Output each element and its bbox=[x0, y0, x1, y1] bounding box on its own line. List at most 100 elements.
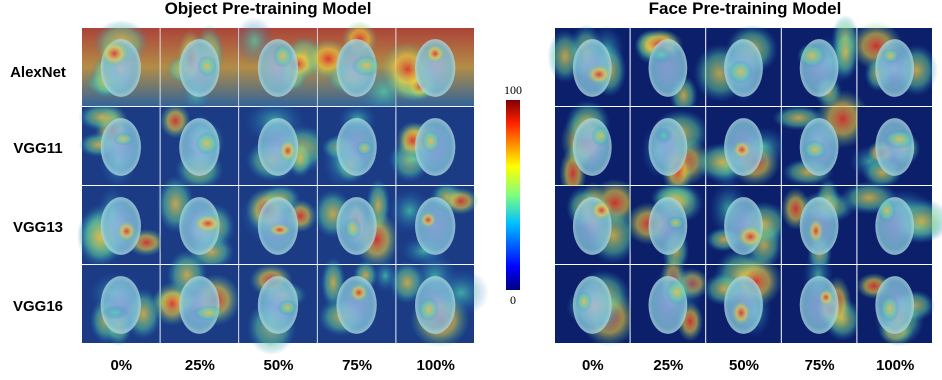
heatmap-cell bbox=[781, 248, 863, 343]
face-heat bbox=[575, 290, 593, 313]
heatmap-cell bbox=[156, 175, 239, 270]
heatmap-cell bbox=[78, 103, 160, 189]
face bbox=[100, 276, 141, 334]
colorbar-label: 0 bbox=[510, 293, 516, 307]
face-heat bbox=[101, 304, 129, 321]
heatmap-cell bbox=[555, 178, 640, 264]
face-heat bbox=[877, 198, 897, 223]
face-heat bbox=[590, 199, 613, 221]
face-heat bbox=[817, 288, 835, 307]
face-heat bbox=[278, 139, 298, 163]
heatmap-cell bbox=[313, 178, 399, 269]
face-heat bbox=[195, 131, 220, 156]
heatmap-cell bbox=[547, 23, 630, 106]
face-heat bbox=[654, 127, 673, 145]
face-heat bbox=[591, 125, 611, 147]
heatmap-cell bbox=[856, 265, 936, 347]
face-heat bbox=[272, 43, 294, 69]
row-label: AlexNet bbox=[10, 64, 66, 81]
heatmap-grid bbox=[77, 14, 942, 356]
face-heat bbox=[355, 140, 374, 156]
heatmap-cell bbox=[624, 181, 706, 274]
face-heat bbox=[666, 216, 685, 230]
heatmap-cell bbox=[849, 21, 938, 106]
column-label: 0% bbox=[110, 357, 132, 374]
heatmap-cell bbox=[630, 254, 710, 343]
heatmap-cell bbox=[160, 24, 239, 113]
heatmap-cell bbox=[840, 181, 942, 264]
face-heat bbox=[116, 220, 137, 242]
column-label: 75% bbox=[342, 357, 372, 374]
heat-blob bbox=[160, 103, 191, 139]
heatmap-cell bbox=[239, 184, 317, 264]
heat-blob bbox=[389, 261, 426, 304]
face-heat bbox=[883, 129, 916, 150]
face-heat bbox=[277, 299, 298, 316]
heatmap-cell bbox=[630, 107, 711, 197]
face-heat bbox=[267, 223, 292, 237]
heatmap-cell bbox=[693, 24, 781, 106]
column-label: 75% bbox=[805, 357, 835, 374]
face-heat bbox=[648, 46, 674, 64]
colorbar bbox=[506, 100, 520, 290]
face-heat bbox=[344, 217, 362, 240]
column-label: 100% bbox=[417, 357, 455, 374]
face-heat bbox=[879, 294, 900, 323]
row-label: VGG13 bbox=[13, 219, 63, 236]
face-heat bbox=[197, 55, 217, 77]
face-heat bbox=[731, 140, 752, 160]
panel-title: Object Pre-training Model bbox=[165, 0, 372, 18]
face-heat bbox=[112, 132, 135, 146]
face-heat bbox=[351, 54, 382, 77]
face-heat bbox=[585, 63, 613, 86]
column-label: 25% bbox=[653, 357, 683, 374]
face bbox=[415, 197, 456, 255]
heatmap-cell bbox=[702, 247, 783, 343]
heatmap-cell bbox=[239, 263, 317, 356]
heatmap-cell bbox=[389, 251, 489, 348]
heatmap-cell bbox=[160, 103, 239, 190]
face-heat bbox=[807, 217, 825, 244]
column-label: 25% bbox=[185, 357, 215, 374]
face-heat bbox=[98, 39, 130, 68]
face-heat bbox=[881, 48, 900, 64]
heatmap-cell bbox=[239, 99, 332, 185]
face bbox=[648, 118, 688, 176]
face-heat bbox=[802, 139, 828, 160]
face bbox=[257, 276, 299, 334]
face bbox=[572, 118, 612, 176]
heatmap-cell bbox=[234, 16, 325, 106]
heatmap-cell bbox=[317, 103, 396, 189]
heatmap-cell bbox=[82, 265, 162, 347]
heatmap-cell bbox=[630, 28, 706, 116]
face-heat bbox=[665, 278, 690, 306]
face-heat bbox=[797, 43, 827, 69]
row-label: VGG16 bbox=[13, 298, 63, 315]
panel-title: Face Pre-training Model bbox=[649, 0, 842, 18]
heatmap-cell bbox=[77, 186, 166, 268]
face-heat bbox=[419, 211, 438, 229]
heatmap-cell bbox=[150, 249, 241, 343]
colorbar-label: 100 bbox=[504, 83, 522, 97]
face-heat bbox=[730, 299, 752, 327]
face bbox=[875, 39, 915, 97]
face-heat bbox=[736, 224, 765, 249]
heatmap-cell bbox=[388, 182, 480, 266]
column-label: 0% bbox=[582, 357, 604, 374]
heatmap-cell bbox=[555, 265, 638, 348]
face bbox=[179, 276, 220, 334]
face bbox=[100, 118, 141, 176]
face bbox=[799, 276, 839, 334]
row-label: VGG11 bbox=[13, 140, 62, 157]
face-heat bbox=[192, 213, 223, 234]
heatmap-cell bbox=[380, 28, 474, 106]
heatmap-cell bbox=[82, 19, 160, 106]
column-label: 50% bbox=[263, 357, 293, 374]
heatmap-cell bbox=[317, 257, 398, 343]
heatmap-cell bbox=[772, 89, 870, 186]
face-heat bbox=[348, 282, 369, 303]
heat-blob bbox=[442, 187, 480, 215]
heatmap-cell bbox=[849, 107, 932, 188]
face-heat bbox=[424, 43, 446, 64]
